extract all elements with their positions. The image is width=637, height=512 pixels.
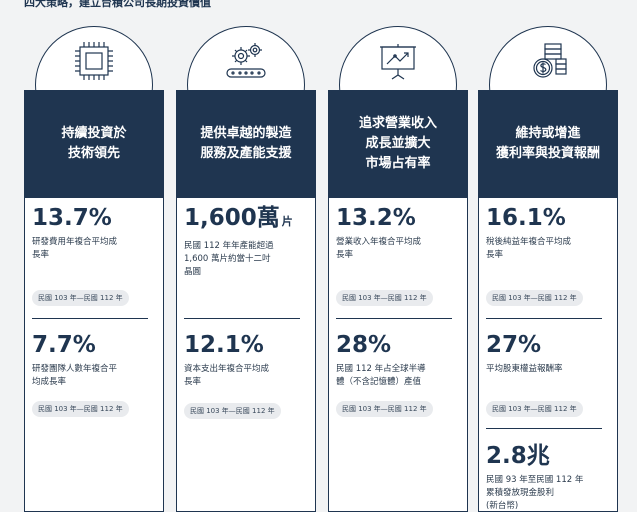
stat-value: 13.2% bbox=[336, 205, 416, 231]
stat-block: 7.7% 研發團隊人數年複合平 均成長率 bbox=[32, 331, 158, 389]
divider bbox=[486, 428, 602, 429]
strategy-header: 維持或增進 獲利率與投資報酬 bbox=[478, 90, 618, 198]
strategy-header: 持續投資於 技術領先 bbox=[24, 90, 164, 198]
stat-description: 平均股東權益報酬率 bbox=[486, 364, 563, 374]
chip-icon bbox=[69, 38, 119, 84]
stat-value: 16.1% bbox=[486, 205, 566, 231]
strategy-title: 提供卓越的製造 服務及產能支援 bbox=[200, 126, 292, 161]
strategy-column-manufacturing: 提供卓越的製造 服務及產能支援 1,600萬片 民國 112 年年產能超過 1,… bbox=[176, 26, 316, 512]
page-heading: 四大策略，建立台積公司長期投資價值 bbox=[24, 0, 211, 9]
stats-panel: 1,600萬片 民國 112 年年產能超過 1,600 萬片約當十二吋 晶圓 1… bbox=[176, 198, 316, 512]
period-badge: 民國 103 年—民國 112 年 bbox=[486, 290, 583, 306]
stat-description: 研發團隊人數年複合平 均成長率 bbox=[32, 364, 118, 387]
stat-description: 民國 112 年年產能超過 1,600 萬片約當十二吋 晶圓 bbox=[184, 241, 274, 277]
strategy-title: 維持或增進 獲利率與投資報酬 bbox=[495, 126, 600, 161]
stat-description: 稅後純益年複合平均成 長率 bbox=[486, 237, 572, 260]
strategy-column-revenue: 追求營業收入 成長並擴大 市場占有率 13.2% 營業收入年複合平均成 長率 民… bbox=[328, 26, 468, 512]
stats-panel: 13.2% 營業收入年複合平均成 長率 民國 103 年—民國 112 年 28… bbox=[328, 198, 468, 512]
stat-value: 2.8兆 bbox=[486, 443, 550, 469]
period-badge: 民國 103 年—民國 112 年 bbox=[32, 401, 129, 417]
stat-block: 27% 平均股東權益報酬率 bbox=[486, 331, 612, 376]
stat-description: 民國 112 年占全球半導 體（不含記憶體）產值 bbox=[336, 364, 426, 387]
divider bbox=[32, 318, 148, 319]
conveyor-gears-icon bbox=[221, 38, 271, 84]
stat-description: 民國 93 年至民國 112 年 累積發放現金股利 (新台幣) bbox=[486, 475, 584, 511]
period-badge: 民國 103 年—民國 112 年 bbox=[336, 401, 433, 417]
stats-panel: 13.7% 研發費用年複合平均成 長率 民國 103 年—民國 112 年 7.… bbox=[24, 198, 164, 512]
period-badge: 民國 103 年—民國 112 年 bbox=[32, 290, 129, 306]
divider bbox=[336, 318, 452, 319]
strategy-title: 追求營業收入 成長並擴大 市場占有率 bbox=[358, 116, 437, 171]
presentation-chart-icon bbox=[373, 38, 423, 84]
stat-value: 12.1% bbox=[184, 332, 264, 358]
stat-block: 13.2% 營業收入年複合平均成 長率 bbox=[336, 204, 462, 262]
strategy-header: 提供卓越的製造 服務及產能支援 bbox=[176, 90, 316, 198]
stat-description: 營業收入年複合平均成 長率 bbox=[336, 237, 422, 260]
period-badge: 民國 103 年—民國 112 年 bbox=[486, 401, 583, 417]
stat-value-number: 1,600萬 bbox=[184, 205, 280, 231]
stat-value: 27% bbox=[486, 332, 542, 358]
strategy-header: 追求營業收入 成長並擴大 市場占有率 bbox=[328, 90, 468, 198]
stat-value: 13.7% bbox=[32, 205, 112, 231]
stat-block: 1,600萬片 民國 112 年年產能超過 1,600 萬片約當十二吋 晶圓 bbox=[184, 204, 310, 279]
stat-description: 資本支出年複合平均成 長率 bbox=[184, 364, 270, 387]
stat-value: 7.7% bbox=[32, 332, 96, 358]
strategy-title: 持續投資於 技術領先 bbox=[61, 126, 127, 161]
stat-block: 28% 民國 112 年占全球半導 體（不含記憶體）產值 bbox=[336, 331, 462, 389]
strategy-column-profitability: 維持或增進 獲利率與投資報酬 16.1% 稅後純益年複合平均成 長率 民國 10… bbox=[478, 26, 618, 512]
divider bbox=[184, 318, 300, 319]
stat-value: 28% bbox=[336, 332, 392, 358]
stat-description: 研發費用年複合平均成 長率 bbox=[32, 237, 118, 260]
stat-block: 13.7% 研發費用年複合平均成 長率 bbox=[32, 204, 158, 262]
divider bbox=[486, 318, 602, 319]
period-badge: 民國 103 年—民國 112 年 bbox=[184, 403, 281, 419]
stat-unit: 片 bbox=[281, 215, 293, 228]
strategy-column-technology: 持續投資於 技術領先 13.7% 研發費用年複合平均成 長率 民國 103 年—… bbox=[24, 26, 164, 512]
stat-block: 16.1% 稅後純益年複合平均成 長率 bbox=[486, 204, 612, 262]
stat-block: 2.8兆 民國 93 年至民國 112 年 累積發放現金股利 (新台幣) bbox=[486, 442, 612, 512]
period-badge: 民國 103 年—民國 112 年 bbox=[336, 290, 433, 306]
stats-panel: 16.1% 稅後純益年複合平均成 長率 民國 103 年—民國 112 年 27… bbox=[478, 198, 618, 512]
stat-value: 1,600萬片 bbox=[184, 204, 310, 236]
coins-dollar-icon bbox=[523, 38, 573, 84]
stat-block: 12.1% 資本支出年複合平均成 長率 bbox=[184, 331, 310, 389]
